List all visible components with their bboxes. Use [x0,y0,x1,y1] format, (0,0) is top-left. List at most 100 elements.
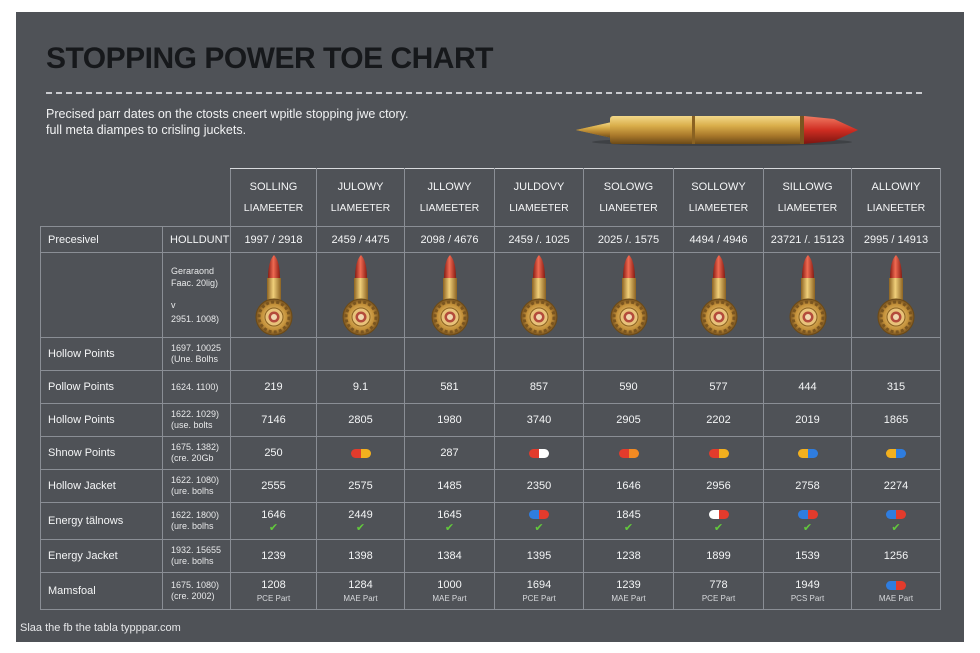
subtitle-line-1: Precised parr dates on the ctosts cneert… [46,107,409,121]
value-cell: 1694 PCE Part [494,572,584,610]
cell-value: 1395 [526,550,552,562]
value-cell: 1646 [583,469,674,503]
row-label [40,252,163,338]
cell-note: MAE Part [343,594,378,603]
value-cell [230,337,317,371]
row-meta: 1622. 1800) (ure. bolhs [162,502,231,540]
value-cell: 1865 [851,403,941,437]
value-cell: 2274 [851,469,941,503]
capsule-icon [708,448,729,458]
value-cell: 1384 [404,539,495,573]
value-cell [763,337,852,371]
cell-value: 250 [264,447,283,459]
value-cell: 590 [583,370,674,404]
cartridge-icon [583,252,674,338]
column-header: ALLOWIY LIANEETER [851,168,941,227]
row-meta: 1675. 1080) (cre. 2002) [162,572,231,610]
cell-note: PCE Part [701,594,736,603]
row-label: Hollow Jacket [40,469,163,503]
dashed-divider [46,92,922,94]
capsule-icon [529,510,549,520]
value-cell [404,337,495,371]
cell-value: 1646 [261,508,286,521]
cell-value: 1238 [616,550,641,562]
value-cell [583,337,674,371]
column-header: JULOWY LIAMEETER [316,168,405,227]
cell-note: MAE Part [611,594,646,603]
value-cell: 1645 ✔ [404,502,495,540]
check-icon: ✔ [623,521,634,534]
capsule-icon [350,448,371,458]
footer-note: Slaa the fb the tabla typppar.com [20,622,181,634]
cell-value: 2956 [706,480,731,492]
cell-value: 2019 [795,414,820,426]
value-cell: 1256 [851,539,941,573]
cell-value: 1539 [795,550,820,562]
table-row: Hollow Jacket 1622. 1080) (ure. bolhs 2555 2… [40,469,941,503]
cell-value: 1239 [261,550,286,562]
table-row: Pollow Points 1624. 1100) 219 9.1 581 857 590 5… [40,370,941,404]
value-cell: 315 [851,370,941,404]
cell-value: 2758 [795,480,820,492]
header-blank [40,168,163,227]
cartridge-icon [494,252,584,338]
cell-note: PCE Part [522,594,556,603]
capsule-icon [886,510,906,520]
value-cell: 2449 ✔ [316,502,405,540]
value-cell: 577 [673,370,764,404]
value-cell [316,337,405,371]
value-cell: 2575 [316,469,405,503]
table-row: Energy tälnows 1622. 1800) (ure. bolhs 1646… [40,502,941,540]
check-icon: ✔ [713,521,724,534]
row-label: Hollow Points [40,337,163,371]
value-cell: 1239 MAE Part [583,572,674,610]
table-row: Energy Jacket 1932. 15655 (ure. bolhs 1239 1… [40,539,941,573]
value-cell [673,436,764,470]
cartridge-icon [851,252,941,338]
value-cell [851,337,941,371]
value-cell: 1398 [316,539,405,573]
cell-value: 1899 [706,550,731,562]
value-cell: 1284 MAE Part [316,572,405,610]
cell-value: 315 [886,381,906,393]
row-label: Mamsfoal [40,572,163,610]
capsule-icon [886,448,906,458]
value-cell: 2805 [316,403,405,437]
value-cell: 9.1 [316,370,405,404]
row-label: Energy Jacket [40,539,163,573]
capsule-icon [797,448,818,458]
cell-value: 1000 [437,579,462,591]
cell-value: 9.1 [352,381,369,393]
row-meta: 1932. 15655 (ure. bolhs [162,539,231,573]
value-cell [494,436,584,470]
cell-value: 2274 [883,480,909,492]
value-cell: 1949 PCS Part [763,572,852,610]
range-cell: 4494 / 4946 [673,226,764,253]
value-cell: 2350 [494,469,584,503]
range-cell: 1997 / 2918 [230,226,317,253]
range-row: Precesivel HOLLDUNT 1997 / 2918 2459 / 4… [40,226,941,253]
row-label: Pollow Points [40,370,163,404]
cell-value: 1694 [526,579,552,591]
cell-value: 590 [619,381,638,393]
cell-value: 778 [709,579,728,591]
cell-value: 7146 [261,414,286,426]
check-icon: ✔ [802,521,813,534]
row-meta: 1624. 1100) [162,370,231,404]
cartridge-icon [316,252,405,338]
check-icon: ✔ [355,521,366,534]
cell-value: 287 [440,447,459,459]
stopping-power-table: SOLLING LIAMEETER JULOWY LIAMEETER JLLOWY L… [40,168,941,610]
value-cell: 444 [763,370,852,404]
check-icon: ✔ [891,521,901,534]
cell-value: 3740 [526,414,552,426]
cell-value: 577 [709,381,728,393]
range-cell: 2995 / 14913 [851,226,941,253]
value-cell: 3740 [494,403,584,437]
row-meta: Geraraond Faac. 20lig) v 2951. 1008) [162,252,231,338]
cell-value: 2555 [261,480,286,492]
cell-value: 2202 [706,414,731,426]
value-cell: 1239 [230,539,317,573]
cell-value: 1845 [616,508,641,521]
cell-value: 581 [440,381,459,393]
